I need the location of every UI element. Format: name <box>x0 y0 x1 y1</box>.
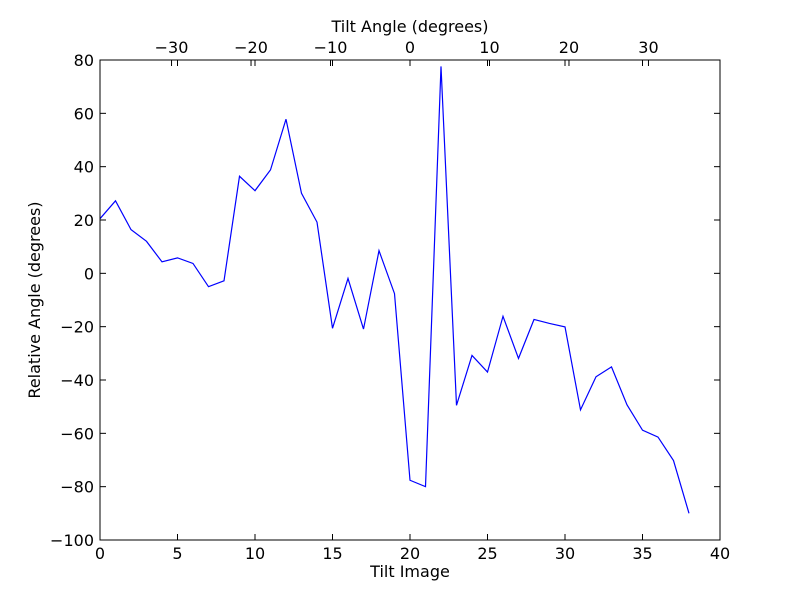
plot-area <box>99 59 721 541</box>
x2-tick-label: −30 <box>155 38 189 57</box>
x2-tick-label: −20 <box>234 38 268 57</box>
x-tick-label: 40 <box>710 544 730 563</box>
x2-tick-label: 30 <box>638 38 658 57</box>
x-axis-top: −30 −20 −10 0 10 20 30 <box>155 38 659 66</box>
x-tick-label: 25 <box>477 544 497 563</box>
x-tick-label: 30 <box>555 544 575 563</box>
x-tick-label: 15 <box>322 544 342 563</box>
x-tick-label: 0 <box>95 544 105 563</box>
x-tick-label: 35 <box>632 544 652 563</box>
y-tick-label: −20 <box>60 318 94 337</box>
x2-tick-label: 10 <box>479 38 499 57</box>
y-axis-label: Relative Angle (degrees) <box>25 201 44 398</box>
y-tick-label: 20 <box>74 211 94 230</box>
y-axis-left: −100 −80 −60 −40 −20 0 20 40 60 80 <box>50 51 720 550</box>
x2-tick-label: 20 <box>559 38 579 57</box>
x-tick-label: 20 <box>400 544 420 563</box>
y-tick-label: −60 <box>60 424 94 443</box>
y-tick-label: 60 <box>74 104 94 123</box>
x-axis-label: Tilt Image <box>369 562 450 581</box>
y-tick-label: 80 <box>74 51 94 70</box>
series-line-0 <box>99 66 690 514</box>
y-tick-label: 0 <box>84 264 94 283</box>
y-tick-label: 40 <box>74 158 94 177</box>
plot-frame <box>99 59 721 541</box>
top-x-axis-label: Tilt Angle (degrees) <box>330 17 488 36</box>
y-tick-label: −80 <box>60 478 94 497</box>
x-tick-label: 10 <box>245 544 265 563</box>
y-tick-label: −40 <box>60 371 94 390</box>
x2-tick-label: 0 <box>405 38 415 57</box>
x-tick-label: 5 <box>172 544 182 563</box>
y-tick-label: −100 <box>50 531 94 550</box>
x-axis-bottom: 0 5 10 15 20 25 30 35 40 <box>95 60 730 563</box>
x2-tick-label: −10 <box>314 38 348 57</box>
